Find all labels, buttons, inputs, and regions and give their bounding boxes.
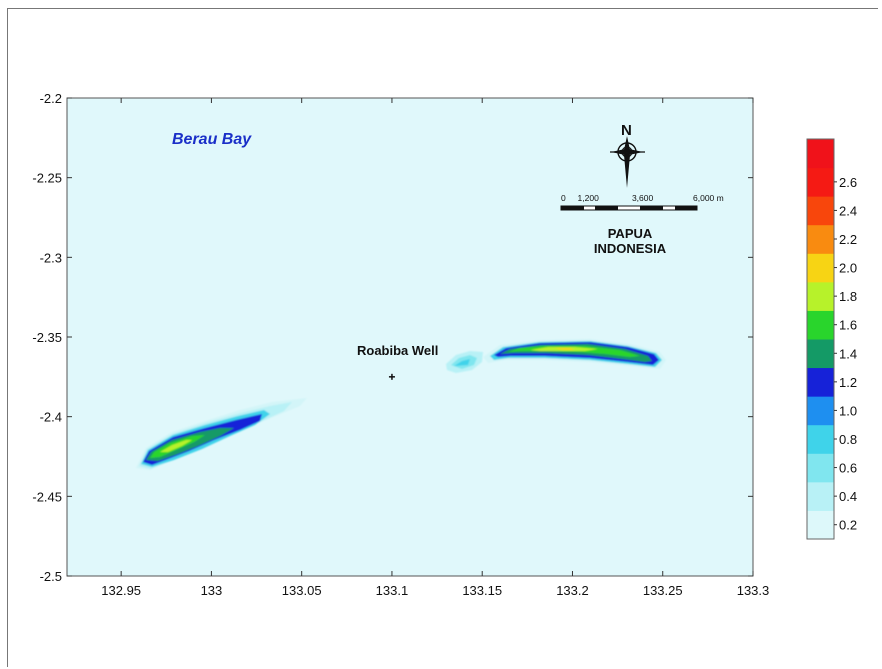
north-label: N (621, 122, 632, 139)
x-tick-label: 133.3 (737, 583, 770, 598)
north-arrow: N (610, 122, 645, 188)
x-tick-label: 133 (201, 583, 223, 598)
well-label: Roabiba Well (357, 343, 438, 358)
x-tick-label: 132.95 (101, 583, 141, 598)
colorbar-label: 0.8 (839, 432, 857, 447)
x-tick-label: 133.1 (376, 583, 409, 598)
y-tick-label: -2.4 (40, 410, 62, 425)
colorbar-label: 0.6 (839, 461, 857, 476)
map-plot-area (66, 97, 754, 577)
colorbar-label: 1.2 (839, 375, 857, 390)
y-tick-label: -2.35 (32, 330, 62, 345)
colorbar-swatch (807, 281, 834, 311)
scale-label: 6,000 m (693, 193, 724, 203)
colorbar-swatch (807, 339, 834, 369)
x-tick-label: 133.25 (643, 583, 683, 598)
region-label-line2: INDONESIA (594, 241, 667, 256)
x-axis: 132.95 133 133.05 133.1 133.15 133.2 133.25 133… (101, 98, 769, 598)
colorbar-swatch (807, 367, 834, 397)
colorbar-label: 2.4 (839, 203, 857, 218)
x-tick-label: 133.2 (556, 583, 589, 598)
y-tick-label: -2.25 (32, 171, 62, 186)
colorbar-label: 2.2 (839, 232, 857, 247)
colorbar-swatch (807, 481, 834, 511)
eastern-contour-body (483, 339, 666, 369)
y-tick-label: -2.2 (40, 91, 62, 106)
x-tick-label: 133.15 (462, 583, 502, 598)
colorbar-label: 2.0 (839, 261, 857, 276)
colorbar-swatch (807, 167, 834, 197)
colorbar-swatch (807, 253, 834, 283)
colorbar-label: 1.6 (839, 318, 857, 333)
colorbar-swatch (807, 424, 834, 454)
y-axis: -2.2 -2.25 -2.3 -2.35 -2.4 -2.45 -2.5 (32, 91, 753, 584)
colorbar-label: 0.4 (839, 489, 857, 504)
region-label-line1: PAPUA (608, 226, 653, 241)
colorbar-label: 1.0 (839, 403, 857, 418)
well-marker (388, 373, 395, 380)
bay-label: Berau Bay (172, 131, 252, 148)
colorbar-swatch (807, 139, 834, 169)
colorbar-swatch (807, 453, 834, 483)
colorbar-label: 0.2 (839, 518, 857, 533)
central-contour-patch (446, 351, 483, 373)
colorbar-swatch (807, 510, 834, 540)
colorbar-swatch (807, 310, 834, 340)
y-tick-label: -2.3 (40, 250, 62, 265)
colorbar-swatch (807, 396, 834, 426)
figure-frame (7, 8, 878, 667)
colorbar-swatch (807, 224, 834, 254)
colorbar-swatch (807, 196, 834, 226)
x-tick-label: 133.05 (282, 583, 322, 598)
scale-label: 3,600 (632, 193, 654, 203)
y-tick-label: -2.45 (32, 489, 62, 504)
colorbar-border (806, 138, 835, 540)
colorbar-label: 2.6 (839, 175, 857, 190)
scale-label: 0 (561, 193, 566, 203)
colorbar-label: 1.8 (839, 289, 857, 304)
western-contour-body (136, 398, 307, 470)
scale-bar: 0 1,200 3,600 6,000 m (560, 193, 724, 211)
colorbar-label: 1.4 (839, 346, 857, 361)
y-tick-label: -2.5 (40, 569, 62, 584)
scale-label: 1,200 (578, 193, 600, 203)
colorbar-legend: 0.2 0.4 0.6 0.8 1.0 1.2 1.4 1.6 1.8 2.0 2.2 2.4 2.6 (806, 138, 857, 540)
